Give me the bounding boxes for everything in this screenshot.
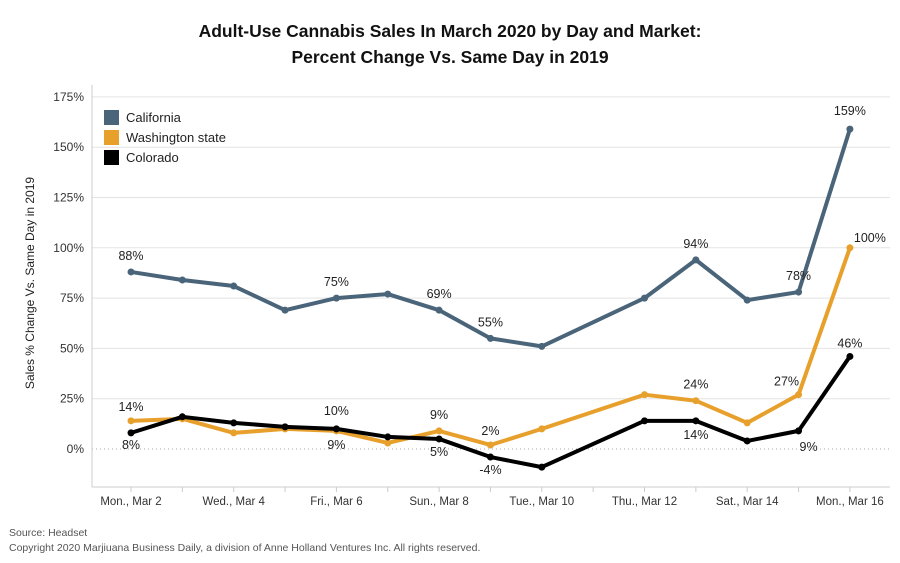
chart-title-line-1: Adult-Use Cannabis Sales In March 2020 b…	[198, 21, 702, 41]
x-tick-label: Sat., Mar 14	[716, 496, 779, 508]
source-note: Source: Headset	[9, 527, 88, 539]
y-tick-label: 0%	[67, 442, 85, 456]
data-point	[230, 429, 238, 437]
data-point	[127, 268, 135, 276]
chart-title: Adult-Use Cannabis Sales In March 2020 b…	[0, 18, 900, 70]
y-tick-label: 75%	[60, 291, 84, 305]
data-label: 24%	[683, 378, 708, 392]
data-label: 8%	[122, 438, 140, 452]
series-line-colorado	[130, 355, 852, 470]
y-tick-label: 100%	[53, 241, 84, 255]
data-point	[692, 397, 700, 405]
legend-label: Washington state	[126, 130, 226, 145]
data-point	[692, 417, 700, 425]
data-point	[795, 427, 803, 435]
data-label: 14%	[683, 428, 708, 442]
data-point	[332, 294, 340, 302]
data-label: 9%	[327, 438, 345, 452]
y-tick-label: 175%	[53, 90, 84, 104]
data-point	[230, 419, 238, 427]
x-tick-label: Thu., Mar 12	[612, 496, 677, 508]
y-tick-label: 150%	[53, 140, 84, 154]
data-label: 9%	[800, 440, 818, 454]
y-tick-label: 25%	[60, 392, 84, 406]
data-point	[281, 306, 289, 314]
legend-label: Colorado	[126, 150, 179, 165]
data-point	[127, 429, 135, 437]
data-point	[178, 276, 186, 284]
data-label: 5%	[430, 445, 448, 459]
data-label: 94%	[683, 237, 708, 251]
legend-swatch	[104, 110, 119, 125]
data-point	[332, 425, 340, 433]
data-point	[641, 391, 648, 399]
data-label: 46%	[837, 336, 862, 350]
data-point	[384, 290, 392, 298]
data-point	[486, 334, 494, 342]
data-point	[384, 433, 392, 441]
data-point	[486, 453, 494, 461]
data-label: 69%	[427, 287, 452, 301]
series-line-washington-state	[130, 247, 852, 447]
chart-title-line-2: Percent Change Vs. Same Day in 2019	[291, 47, 609, 67]
data-point	[743, 296, 751, 304]
data-label: 10%	[324, 404, 349, 418]
x-tick-label: Mon., Mar 2	[100, 496, 161, 508]
data-point	[486, 441, 494, 449]
data-point	[230, 282, 238, 290]
legend-swatch	[104, 130, 119, 145]
legend-swatch	[104, 150, 119, 165]
data-point	[795, 391, 803, 399]
data-point	[538, 463, 546, 471]
copyright-note: Copyright 2020 Marjiuana Business Daily,…	[9, 542, 481, 554]
data-point	[538, 342, 546, 350]
data-label: 14%	[118, 400, 143, 414]
x-tick-label: Tue., Mar 10	[509, 496, 574, 508]
data-label: 55%	[478, 315, 503, 329]
data-point	[743, 437, 751, 445]
data-label: -4%	[479, 463, 501, 477]
y-axis-label: Sales % Change Vs. Same Day in 2019	[23, 177, 37, 389]
data-label: 78%	[786, 269, 811, 283]
data-label: 159%	[834, 104, 866, 118]
data-point	[384, 439, 392, 447]
data-point	[641, 417, 648, 425]
data-point	[435, 306, 443, 314]
data-point	[435, 427, 443, 435]
series-line-california	[130, 128, 852, 349]
data-point	[127, 417, 135, 425]
x-tick-label: Wed., Mar 4	[202, 496, 265, 508]
data-point	[281, 423, 289, 431]
legend-label: California	[126, 110, 182, 125]
data-label: 2%	[481, 424, 499, 438]
data-point	[846, 352, 854, 360]
data-label: 75%	[324, 275, 349, 289]
data-point	[795, 288, 803, 296]
data-point	[435, 435, 443, 443]
x-tick-label: Sun., Mar 8	[409, 496, 468, 508]
x-tick-label: Mon., Mar 16	[816, 496, 884, 508]
data-point	[538, 425, 546, 433]
x-tick-label: Fri., Mar 6	[310, 496, 362, 508]
data-label: 9%	[430, 408, 448, 422]
y-tick-label: 50%	[60, 341, 84, 355]
data-label: 27%	[774, 375, 799, 389]
data-point	[846, 125, 854, 133]
data-label: 100%	[854, 231, 886, 245]
data-point	[692, 256, 700, 264]
data-point	[743, 419, 751, 427]
data-point	[846, 244, 854, 252]
y-tick-label: 125%	[53, 191, 84, 205]
data-point	[178, 413, 186, 421]
data-label: 88%	[118, 249, 143, 263]
data-point	[641, 294, 648, 302]
